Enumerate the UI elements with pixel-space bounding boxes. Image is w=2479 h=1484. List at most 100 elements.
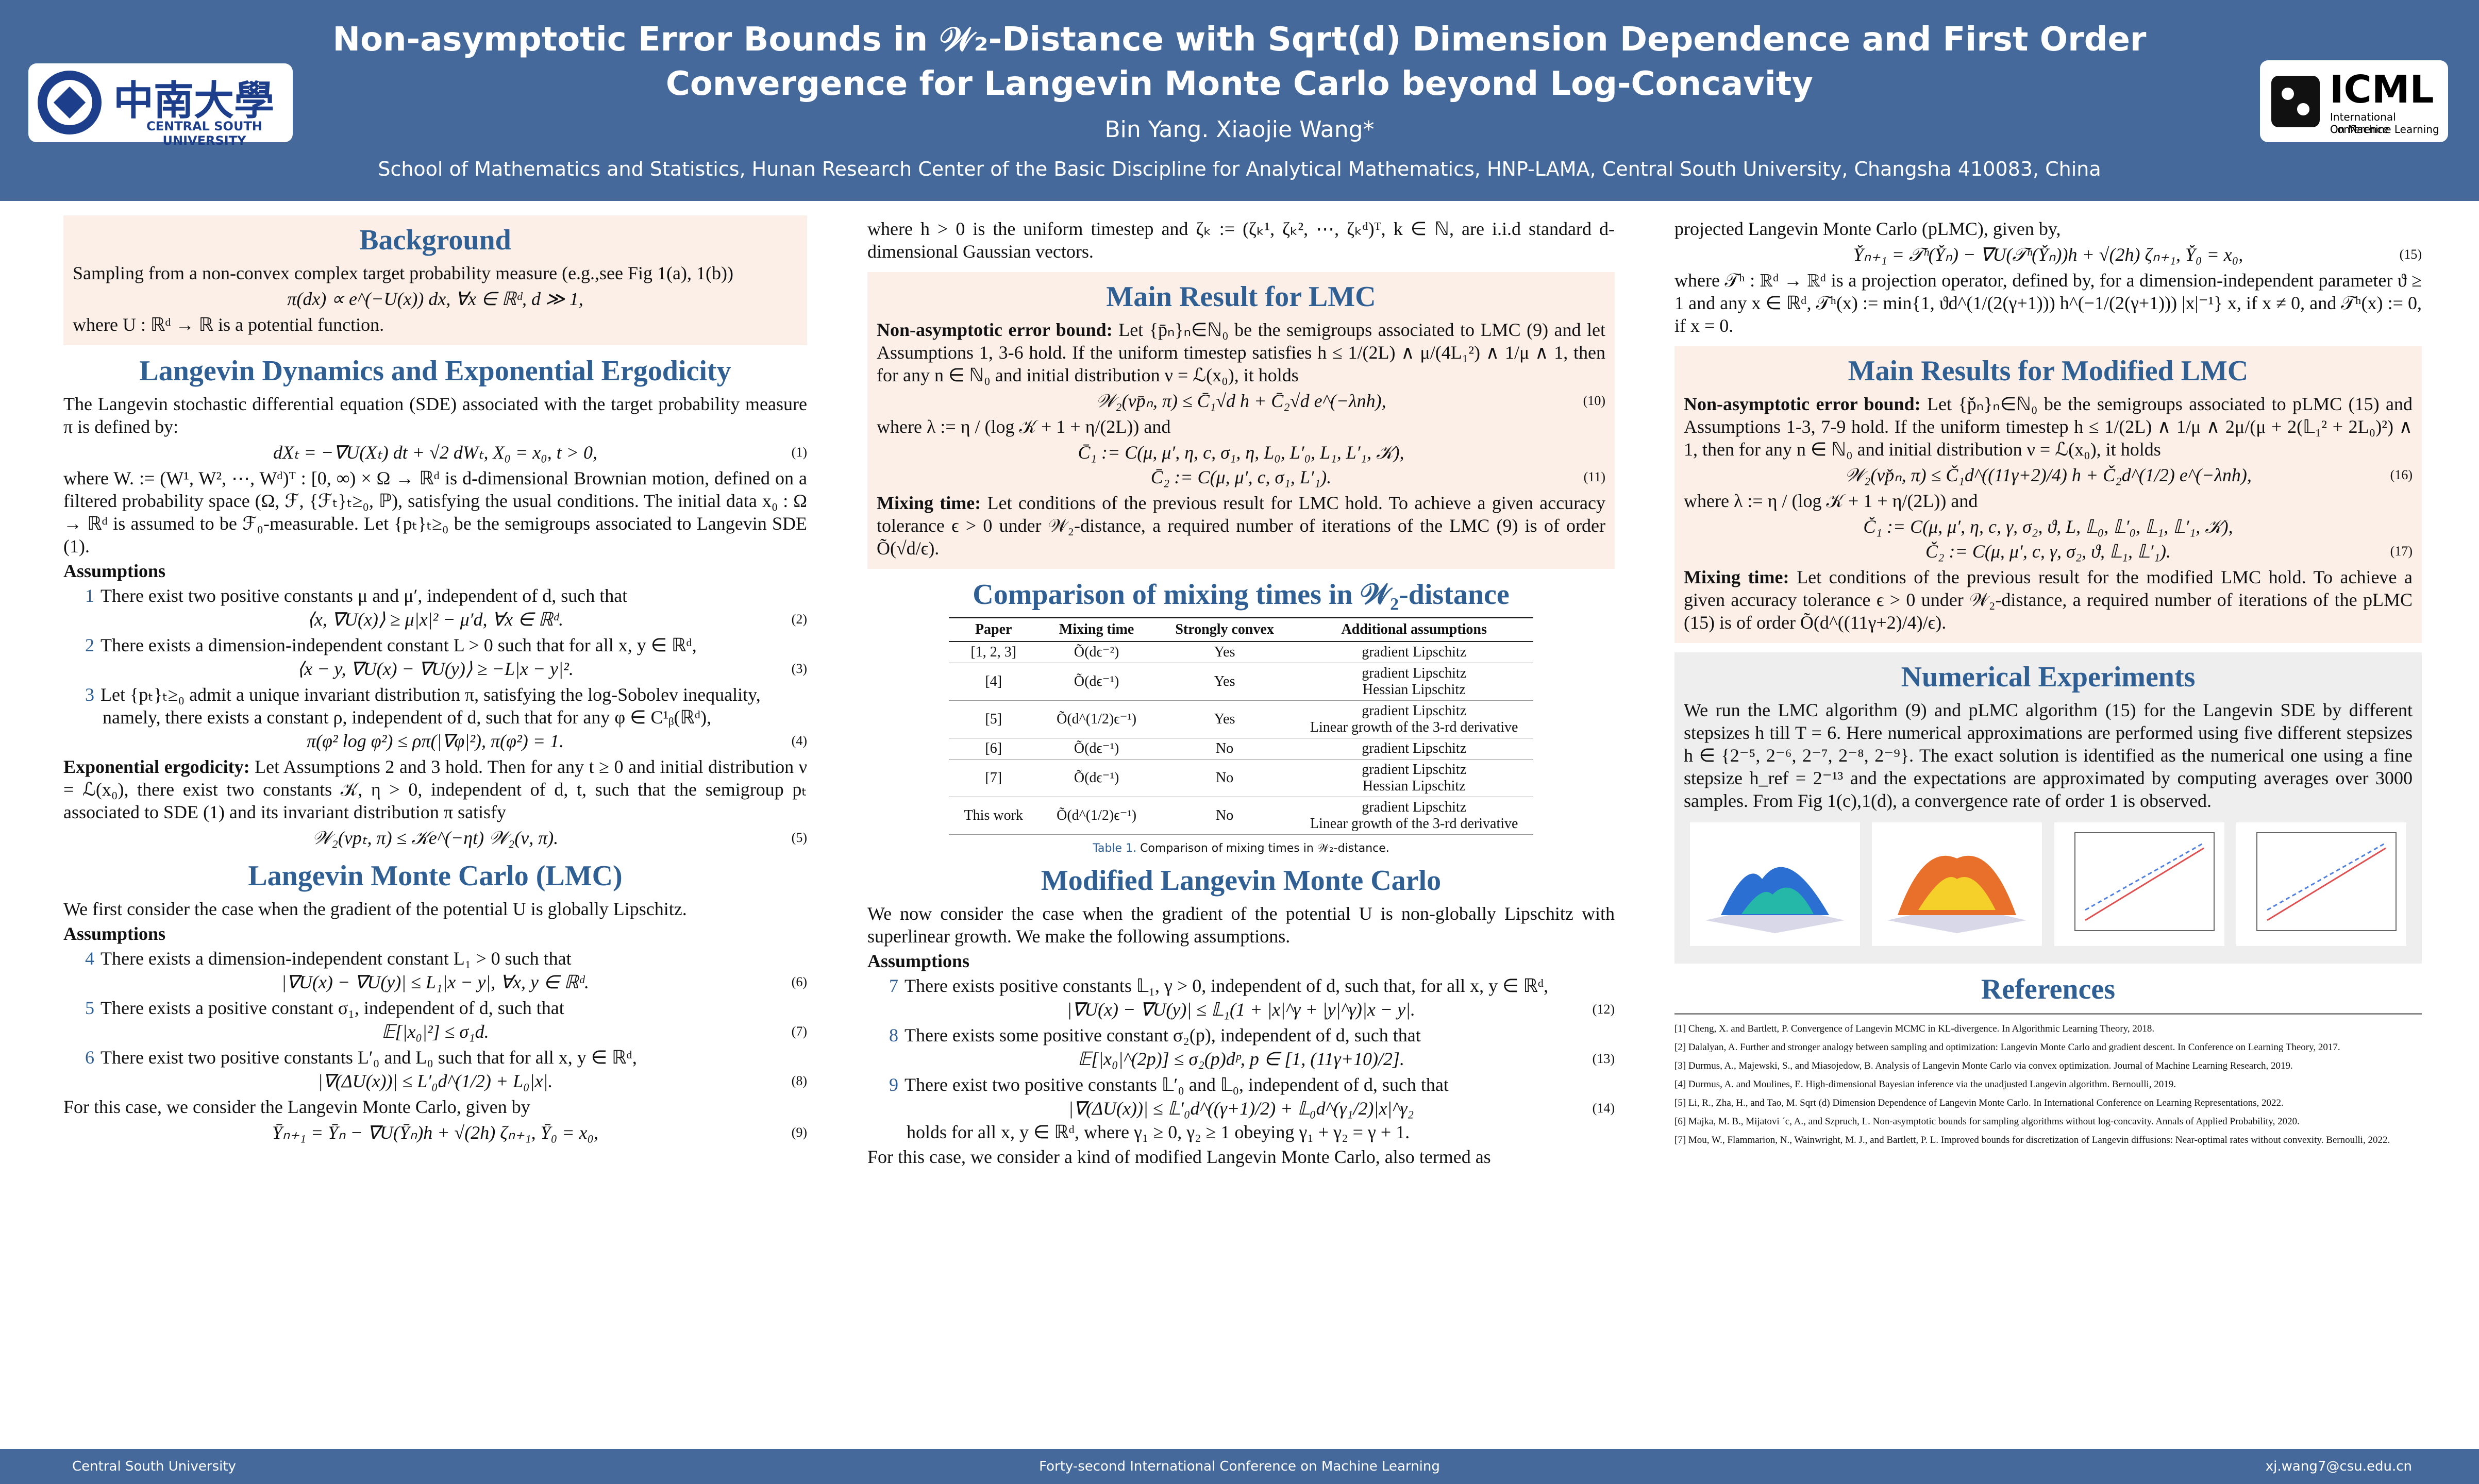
cell-line: gradient Lipschitz	[1362, 665, 1467, 681]
footer-left: Central South University	[72, 1459, 236, 1474]
assumption-text: There exist two positive constants L′₀ a…	[100, 1047, 637, 1068]
table-cell: Õ(d^(1/2)ϵ⁻¹)	[1038, 797, 1155, 835]
table-cell: gradient Lipschitz Linear growth of the 3…	[1294, 797, 1534, 835]
cell-line: Hessian Lipschitz	[1362, 682, 1466, 698]
paragraph: where U : ℝᵈ → ℝ is a potential function…	[73, 313, 798, 336]
paragraph: where λ := η / (log 𝒦 + 1 + η/(2L)) and	[877, 415, 1605, 438]
equation: 𝔼[|x₀|²] ≤ σ₁d. (7)	[63, 1019, 807, 1044]
paragraph: Mixing time: Let conditions of the previ…	[1684, 566, 2413, 634]
paragraph-text: For this case, we consider the Langevin …	[63, 1097, 530, 1117]
reference: [6] Majka, M. B., Mijatovi ´c, A., and S…	[1674, 1116, 2300, 1127]
equation-number: (13)	[1592, 1051, 1615, 1066]
table-cell: [4]	[948, 663, 1038, 701]
paragraph: Exponential ergodicity: Let Assumptions …	[63, 755, 807, 823]
cell-line: gradient Lipschitz	[1362, 644, 1467, 660]
lead: Non-asymptotic error bound:	[1684, 394, 1921, 414]
equation-body: dXₜ = −∇U(Xₜ) dt + √2 dWₜ, X₀ = x₀, t > …	[273, 442, 598, 463]
table-cell: Õ(dϵ⁻¹)	[1038, 663, 1155, 701]
paragraph: Non-asymptotic error bound: Let {p̌ₙ}ₙ∈ℕ…	[1684, 393, 2413, 461]
cell-line: Õ(dϵ⁻¹)	[1074, 770, 1119, 786]
figure-shape	[1705, 905, 1845, 933]
equation-body: Y̌ₙ₊₁ = 𝒯ʰ(Y̌ₙ) − ∇U(𝒯ʰ(Y̌ₙ))h + √(2h) ζ…	[1853, 244, 2243, 265]
equation: Y̌ₙ₊₁ = 𝒯ʰ(Y̌ₙ) − ∇U(𝒯ʰ(Y̌ₙ))h + √(2h) ζ…	[1674, 242, 2422, 267]
table-cell: [5]	[948, 700, 1038, 738]
equation: C̄₂ := C(μ, μ′, c, σ₁, L′₁). (11)	[877, 465, 1605, 490]
table-cell: [6]	[948, 738, 1038, 760]
equation-number: (17)	[2390, 544, 2413, 559]
equation-body: |∇(ΔU(x))| ≤ L′₀d^(1/2) + L₀|x|.	[317, 1071, 553, 1091]
equation-body: π(dx) ∝ e^(−U(x)) dx, ∀x ∈ ℝᵈ, d ≫ 1,	[287, 289, 583, 309]
paragraph: We now consider the case when the gradie…	[867, 902, 1615, 948]
column-header: Paper	[948, 617, 1038, 642]
equation-number: (9)	[791, 1125, 807, 1140]
cell-line: Yes	[1214, 673, 1235, 689]
figure-shape	[2084, 847, 2204, 921]
equation-number: (15)	[2399, 247, 2422, 262]
assumption-text: There exist two positive constants 𝕃′₀ a…	[904, 1074, 1449, 1095]
assumption: 1 There exist two positive constants μ an…	[63, 584, 807, 607]
column: where h > 0 is the uniform timestep and …	[867, 215, 1615, 1442]
equation-body: π(φ² log φ²) ≤ ρπ(|∇φ|²), π(φ²) = 1.	[306, 731, 564, 751]
footer: Central South University Forty-second In…	[0, 1449, 2479, 1484]
comparison-table: Paper Mixing time Strongly convex Additiona…	[948, 617, 1534, 835]
assumption: 6 There exist two positive constants L′₀ …	[63, 1046, 807, 1069]
equation-body: |∇(ΔU(x))| ≤ 𝕃′₀d^((γ+1)/2) + 𝕃₀d^(γ₁/2)…	[1068, 1098, 1414, 1119]
equation-number: (11)	[1583, 469, 1605, 484]
cell-line: Õ(dϵ⁻¹)	[1074, 740, 1119, 756]
table-cell: This work	[948, 797, 1038, 835]
assumption-text: There exists positive constants 𝕃₁, γ > …	[904, 975, 1549, 996]
paragraph-text: where W. := (W¹, W², ⋯, Wᵈ)ᵀ : [0, ∞) × …	[63, 468, 807, 556]
subheading: Assumptions	[63, 923, 166, 944]
lead: Non-asymptotic error bound:	[877, 319, 1113, 340]
equation-body: 𝒲₂(νpₜ, π) ≤ 𝒦e^(−ηt) 𝒲₂(ν, π).	[312, 828, 559, 848]
paragraph-text: projected Langevin Monte Carlo (pLMC), g…	[1674, 218, 2061, 239]
assumption-text: Let {pₜ}ₜ≥₀ admit a unique invariant dis…	[100, 684, 761, 728]
paragraph: The Langevin stochastic differential equ…	[63, 393, 807, 438]
table-row: [4] Õ(dϵ⁻¹) Yes gradient Lipschitz Hessian L…	[948, 663, 1534, 701]
paragraph-text: where λ := η / (log 𝒦 + 1 + η/(2L)) and	[877, 416, 1171, 437]
paragraph-text: Let conditions of the previous result fo…	[1684, 567, 2413, 633]
table-cell: No	[1154, 759, 1295, 797]
equation-body: 𝔼[|x₀|²] ≤ σ₁d.	[381, 1021, 489, 1042]
paragraph-text: Let conditions of the previous result fo…	[877, 493, 1606, 559]
affiliation: School of Mathematics and Statistics, Hu…	[378, 158, 2101, 180]
table-cell: gradient Lipschitz	[1294, 642, 1534, 663]
paragraph: where h > 0 is the uniform timestep and …	[867, 217, 1615, 263]
equation: |∇(ΔU(x))| ≤ L′₀d^(1/2) + L₀|x|. (8)	[63, 1069, 807, 1093]
equation-number: (3)	[791, 661, 807, 676]
cell-line: [5]	[985, 711, 1002, 727]
assumption-number: 9	[889, 1074, 898, 1095]
figure-shape	[2074, 832, 2215, 931]
authors: Bin Yang. Xiaojie Wang*	[1104, 116, 1375, 143]
assumption-text: There exists a dimension-independent con…	[100, 948, 572, 969]
cell-line: gradient Lipschitz	[1362, 740, 1467, 756]
equation-number: (1)	[791, 445, 807, 460]
paragraph-text: Let {p̄ₙ}ₙ∈ℕ₀ be the semigroups associat…	[877, 319, 1606, 385]
equation-body: Ȳₙ₊₁ = Ȳₙ − ∇U(Ȳₙ)h + √(2h) ζₙ₊₁, Ȳ₀ = x…	[272, 1122, 599, 1143]
reference: [7] Mou, W., Flammarion, N., Wainwright,…	[1674, 1135, 2390, 1145]
table-cell: gradient Lipschitz Hessian Lipschitz	[1294, 663, 1534, 701]
equation: 𝒲₂(νp̌ₙ, π) ≤ Č₁d^((11γ+2)/4) h + Č₂d^(1…	[1684, 463, 2413, 487]
assumption-number: 6	[85, 1047, 94, 1068]
section: Main Results for Modified LMC Non-asympto…	[1674, 346, 2422, 643]
table-cell: Õ(dϵ⁻¹)	[1038, 738, 1155, 760]
table-row: [5] Õ(d^(1/2)ϵ⁻¹) Yes gradient Lipschitz Lin…	[948, 700, 1534, 738]
column-header: Additional assumptions	[1294, 617, 1534, 642]
table-cell: [7]	[948, 759, 1038, 797]
equation: 𝒲₂(νpₜ, π) ≤ 𝒦e^(−ηt) 𝒲₂(ν, π). (5)	[63, 825, 807, 850]
equation: π(φ² log φ²) ≤ ρπ(|∇φ|²), π(φ²) = 1. (4)	[63, 729, 807, 753]
table-row: [1, 2, 3] Õ(dϵ⁻²) Yes gradient Lipschitz	[948, 642, 1534, 663]
column: projected Langevin Monte Carlo (pLMC), g…	[1674, 215, 2422, 1442]
paragraph: For this case, we consider a kind of mod…	[867, 1145, 1615, 1168]
table-cell: [1, 2, 3]	[948, 642, 1038, 663]
paragraph-text: Let {p̌ₙ}ₙ∈ℕ₀ be the semigroups associat…	[1684, 394, 2413, 460]
cell-line: No	[1216, 740, 1234, 756]
equation: 𝔼[|x₀|^(2p)] ≤ σ₂(p)dᵖ, p ∈ [1, (11γ+10)…	[867, 1047, 1615, 1071]
cell-line: gradient Lipschitz	[1362, 703, 1467, 719]
equation-number: (7)	[791, 1024, 807, 1039]
cell-line: Linear growth of the 3-rd derivative	[1310, 816, 1518, 832]
cell-line: No	[1216, 807, 1234, 823]
assumption: 8 There exists some positive constant σ₂(…	[867, 1024, 1615, 1047]
cell-line: Yes	[1214, 644, 1235, 660]
